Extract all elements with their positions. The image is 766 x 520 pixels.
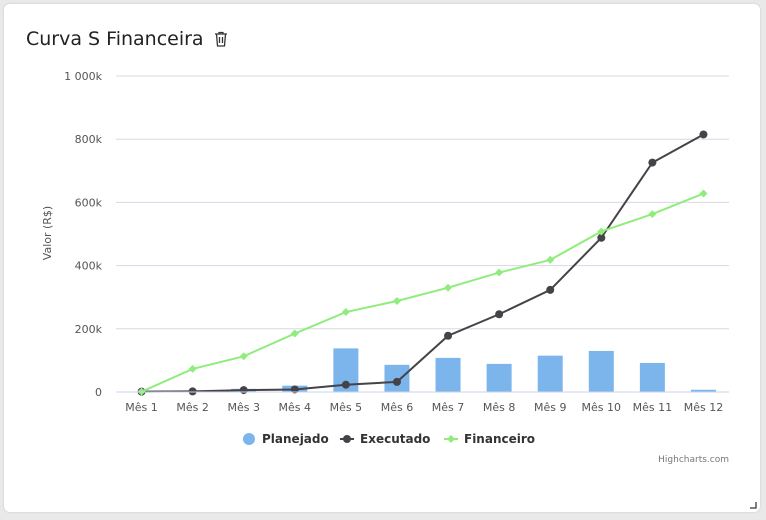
executado-point[interactable] [495,310,504,319]
grid-lines [116,75,729,393]
planejado-bar[interactable] [588,350,614,392]
planejado-bar[interactable] [639,362,665,392]
executado-point[interactable] [341,380,350,389]
x-tick-label: Mês 4 [279,401,311,414]
x-tick-label: Mês 6 [381,401,413,414]
financeiro-point[interactable] [648,210,657,219]
legend-label: Financeiro [464,432,535,446]
executado-point[interactable] [290,385,299,394]
legend-item-executado[interactable]: Executado [340,432,430,446]
x-tick-label: Mês 10 [582,401,621,414]
x-tick-label: Mês 8 [483,401,515,414]
financeiro-point[interactable] [239,352,248,361]
legend-item-financeiro[interactable]: Financeiro [444,432,535,446]
x-tick-label: Mês 11 [633,401,672,414]
y-tick-label: 1 000k [64,70,102,83]
executado-point[interactable] [699,130,708,139]
planejado-bar[interactable] [486,363,512,392]
x-axis-ticks: Mês 1 Mês 2 Mês 3 Mês 4 Mês 5 Mês 6 Mês 7 Mês 8… [116,391,729,414]
executado-point[interactable] [444,331,453,340]
executado-point[interactable] [546,285,555,294]
executado-point[interactable] [392,377,401,386]
legend-label: Planejado [262,432,329,446]
planejado-bar[interactable] [537,355,563,392]
executado-point[interactable] [648,158,657,167]
legend: Planejado Executado Financeiro [243,432,535,446]
y-tick-label: 600k [75,196,103,209]
x-tick-label: Mês 1 [125,401,157,414]
financeiro-point[interactable] [188,364,197,373]
planejado-series [129,348,716,392]
y-axis-ticks: 0 200k 400k 600k 800k 1 000k [64,70,102,399]
y-tick-label: 800k [75,133,103,146]
financeiro-point[interactable] [495,268,504,277]
legend-label: Executado [360,432,430,446]
executado-point[interactable] [188,387,197,396]
y-tick-label: 400k [75,260,103,273]
legend-marker [243,433,255,445]
y-tick-label: 0 [95,386,102,399]
financeiro-point[interactable] [597,227,606,236]
financeiro-point[interactable] [392,296,401,305]
planejado-bar[interactable] [435,357,461,392]
financeiro-point[interactable] [699,189,708,198]
financeiro-line [141,192,704,393]
x-tick-label: Mês 12 [684,401,723,414]
financeiro-point[interactable] [546,255,555,264]
planejado-bar[interactable] [690,389,716,392]
executado-point[interactable] [597,233,606,242]
chart-card: Curva S Financeira [4,4,760,512]
x-tick-label: Mês 9 [534,401,566,414]
x-tick-label: Mês 2 [176,401,208,414]
x-tick-label: Mês 5 [330,401,362,414]
legend-marker [447,435,455,443]
y-axis-title: Valor (R$) [41,206,54,260]
trash-icon[interactable] [214,31,228,47]
legend-marker [343,435,351,443]
financeiro-point[interactable] [341,308,350,317]
x-tick-label: Mês 3 [227,401,259,414]
card-header: Curva S Financeira [26,28,228,50]
line-series [137,130,708,396]
resize-handle-icon[interactable] [749,501,757,509]
executado-line [141,133,704,393]
executado-point[interactable] [239,386,248,395]
y-tick-label: 200k [75,323,103,336]
financeiro-point[interactable] [444,283,453,292]
x-tick-label: Mês 7 [432,401,464,414]
financeiro-point[interactable] [290,329,299,338]
legend-item-planejado[interactable]: Planejado [243,432,329,446]
credits-link[interactable]: Highcharts.com [658,455,729,465]
chart-title: Curva S Financeira [26,28,204,50]
